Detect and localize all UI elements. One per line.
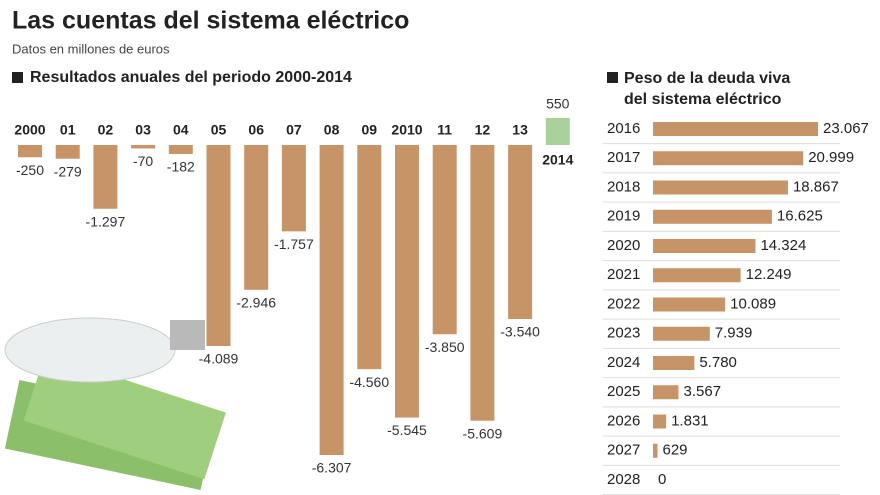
- x-tick-label: 2014: [542, 152, 573, 168]
- bar: [653, 385, 679, 400]
- value-label: 20.999: [808, 149, 854, 166]
- value-label: 12.249: [746, 266, 792, 283]
- value-label: -1.297: [86, 213, 126, 229]
- x-tick-label: 07: [286, 122, 302, 138]
- bar: [319, 145, 344, 455]
- value-label: -6.307: [312, 460, 352, 476]
- value-label: 23.067: [823, 120, 869, 137]
- bar: [131, 145, 156, 149]
- bar: [395, 145, 419, 418]
- x-tick-label: 05: [211, 122, 227, 138]
- value-label: -279: [54, 163, 82, 179]
- bar: [357, 145, 382, 370]
- bar: [653, 326, 710, 341]
- y-tick-label: 2018: [607, 178, 640, 195]
- value-label: -4.560: [349, 374, 389, 390]
- x-tick-label: 08: [324, 122, 340, 138]
- y-tick-label: 2020: [607, 237, 640, 254]
- y-tick-label: 2019: [607, 208, 640, 225]
- value-label: -4.089: [199, 351, 239, 367]
- value-label: 14.324: [760, 237, 806, 254]
- value-label: -5.545: [387, 422, 427, 438]
- bar: [653, 268, 741, 283]
- bar: [653, 297, 726, 312]
- bar: [281, 145, 306, 232]
- page-title: Las cuentas del sistema eléctrico: [12, 7, 409, 35]
- y-tick-label: 2023: [607, 325, 640, 342]
- bar: [18, 145, 42, 158]
- value-label: -70: [133, 153, 153, 169]
- bar: [55, 145, 80, 159]
- bar: [653, 180, 788, 195]
- x-tick-label: 06: [248, 122, 264, 138]
- y-tick-label: 2021: [607, 266, 640, 283]
- value-label: -2.946: [236, 295, 276, 311]
- bar: [206, 145, 231, 346]
- x-tick-label: 09: [362, 122, 378, 138]
- page-subtitle: Datos en millones de euros: [12, 41, 170, 56]
- x-tick-label: 01: [60, 122, 76, 138]
- value-label: -182: [167, 159, 195, 175]
- bar: [653, 443, 658, 458]
- value-label: 0: [658, 471, 666, 488]
- bar: [545, 117, 570, 145]
- x-tick-label: 04: [173, 122, 189, 138]
- bar: [244, 145, 269, 290]
- y-tick-label: 2022: [607, 295, 640, 312]
- value-label: 7.939: [715, 325, 753, 342]
- value-label: 1.831: [671, 412, 709, 429]
- value-label: 3.567: [684, 383, 722, 400]
- value-label: -1.757: [274, 236, 314, 252]
- chart-title: Peso de la deuda viva del sistema eléctr…: [624, 70, 791, 108]
- value-label: 5.780: [699, 354, 737, 371]
- x-tick-label: 03: [135, 122, 151, 138]
- bar: [653, 209, 772, 224]
- heading-bullet: [607, 72, 618, 83]
- value-label: -3.540: [500, 324, 540, 340]
- value-label: 10.089: [730, 295, 776, 312]
- value-label: -250: [16, 162, 44, 178]
- x-tick-label: 11: [437, 122, 452, 138]
- y-tick-label: 2026: [607, 412, 640, 429]
- banknote: [23, 353, 226, 480]
- bar: [653, 239, 756, 253]
- bulb-base: [170, 320, 205, 350]
- bar: [470, 145, 495, 421]
- bar: [653, 414, 667, 429]
- y-tick-label: 2025: [607, 383, 640, 400]
- x-tick-label: 2000: [14, 122, 45, 138]
- y-tick-label: 2028: [607, 471, 640, 488]
- value-label: 18.867: [793, 178, 839, 195]
- value-label: -3.850: [425, 339, 465, 355]
- value-label: 16.625: [777, 208, 823, 225]
- bar: [168, 145, 193, 154]
- value-label: 550: [546, 96, 570, 112]
- bar: [653, 356, 695, 370]
- x-tick-label: 02: [98, 122, 114, 138]
- bar: [508, 145, 533, 319]
- bar: [653, 151, 804, 166]
- x-tick-label: 2010: [391, 122, 422, 138]
- y-tick-label: 2027: [607, 442, 640, 459]
- x-tick-label: 12: [475, 122, 491, 138]
- y-tick-label: 2017: [607, 149, 640, 166]
- chart-title: Resultados anuales del periodo 2000-2014: [30, 69, 352, 86]
- x-tick-label: 13: [512, 122, 528, 138]
- y-tick-label: 2016: [607, 120, 640, 137]
- heading-bullet: [12, 72, 23, 83]
- y-tick-label: 2024: [607, 354, 640, 371]
- decoration: [4, 317, 226, 491]
- bar: [432, 145, 457, 335]
- bulb: [4, 317, 176, 383]
- bar: [653, 122, 818, 136]
- bar: [93, 145, 118, 209]
- value-label: -5.609: [463, 425, 503, 441]
- value-label: 629: [662, 442, 687, 459]
